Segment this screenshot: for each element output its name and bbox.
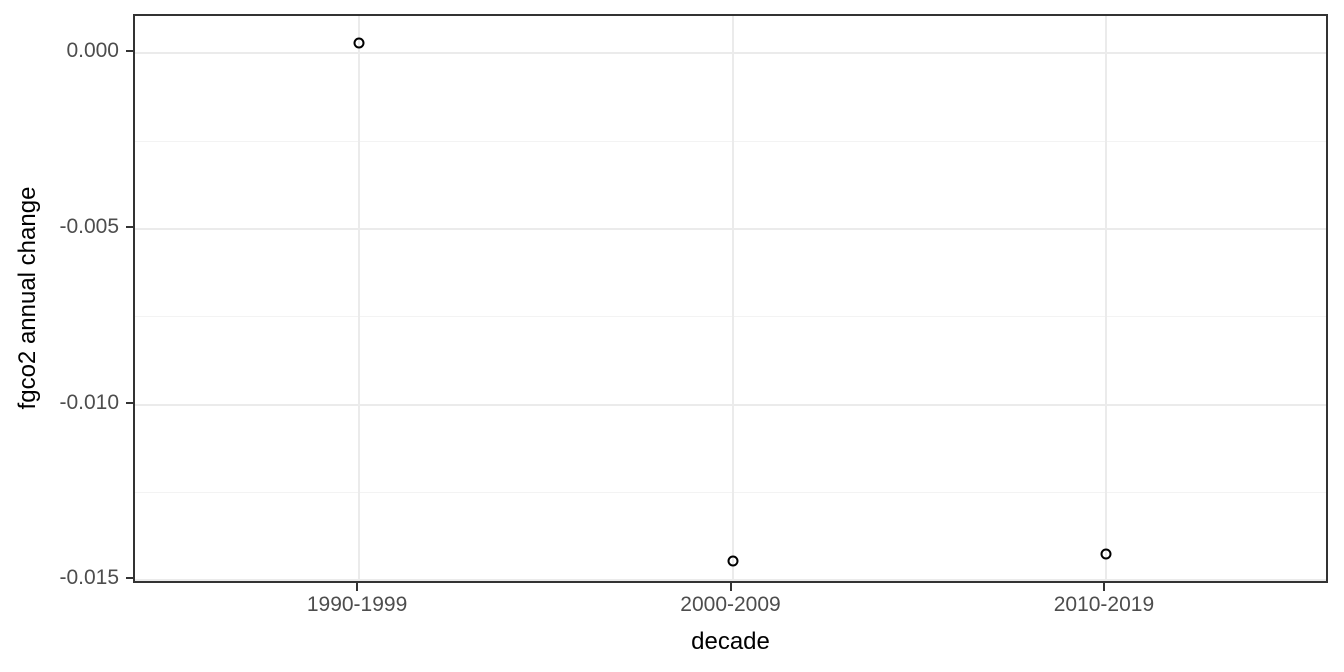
y-tick-label: -0.005 [59,215,119,239]
data-point [1100,548,1112,560]
y-tick-mark [126,225,133,228]
x-tick-mark [1102,583,1105,591]
gridline-major-y [135,403,1326,406]
plot-panel [133,14,1328,583]
x-tick-label: 2010-2019 [1053,593,1155,616]
y-tick-mark [126,577,133,580]
x-tick-label: 2000-2009 [680,593,781,616]
gridline-major-y [135,52,1326,55]
x-axis-title: decade [691,628,770,655]
y-tick-label: -0.010 [59,390,119,414]
y-tick-mark [126,401,133,404]
gridline-minor-y [135,316,1326,318]
x-tick-mark [729,583,732,591]
gridline-minor-y [135,140,1326,142]
x-tick-mark [356,583,359,591]
gridline-major-x [1104,16,1107,581]
gridline-major-y [135,227,1326,230]
x-tick-label: 1990-1999 [306,593,408,616]
gridline-minor-y [135,492,1326,494]
gridline-major-x [358,16,361,581]
y-tick-label: -0.015 [59,566,119,590]
y-tick-label: 0.000 [66,39,119,63]
data-point [727,555,738,567]
gridline-major-y [135,579,1326,582]
y-tick-mark [126,50,133,53]
gridline-major-x [731,16,734,581]
data-point [353,37,365,49]
